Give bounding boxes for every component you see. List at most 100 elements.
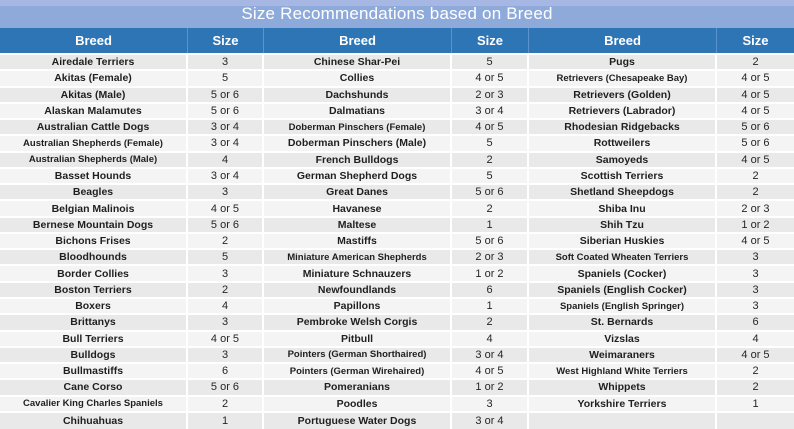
- size-cell: 4 or 5: [717, 347, 794, 365]
- size-cell: 3: [717, 282, 794, 299]
- breed-cell: Dachshunds: [264, 87, 452, 104]
- breed-cell: Rottweilers: [529, 136, 717, 153]
- size-cell: 3 or 4: [452, 103, 529, 121]
- breed-cell: Weimaraners: [529, 347, 717, 365]
- size-cell: 2: [717, 364, 794, 381]
- table-row: Airedale Terriers 3 Chinese Shar-Pei 5 Pugs 2: [0, 55, 794, 72]
- breed-cell: Australian Cattle Dogs: [0, 120, 188, 137]
- breed-cell: Dalmatians: [264, 103, 452, 121]
- table-row: Bloodhounds 5 Miniature American Shepherds…: [0, 250, 794, 267]
- size-cell: 4 or 5: [717, 103, 794, 121]
- size-cell: 4: [188, 298, 264, 316]
- table-row: Beagles 3 Great Danes 5 or 6 Shetland Sheepd…: [0, 185, 794, 202]
- breed-cell: Samoyeds: [529, 152, 717, 169]
- size-cell: 3 or 4: [188, 136, 264, 153]
- table-row: Australian Cattle Dogs 3 or 4 Doberman Pin…: [0, 120, 794, 137]
- breed-cell: Bulldogs: [0, 347, 188, 365]
- breed-cell: Airedale Terriers: [0, 55, 188, 72]
- breed-cell: Australian Shepherds (Female): [0, 136, 188, 153]
- size-cell: 2: [188, 233, 264, 251]
- size-cell: 1: [188, 412, 264, 429]
- size-cell: 2 or 3: [452, 250, 529, 267]
- size-cell: 5: [188, 71, 264, 88]
- breed-cell: Miniature Schnauzers: [264, 266, 452, 283]
- size-cell: 6: [717, 315, 794, 332]
- size-cell: 4 or 5: [717, 71, 794, 88]
- table-row: Australian Shepherds (Female) 3 or 4 Dober…: [0, 136, 794, 153]
- breed-cell: Spaniels (English Springer): [529, 298, 717, 316]
- breed-cell: Papillons: [264, 298, 452, 316]
- breed-cell: West Highland White Terriers: [529, 364, 717, 381]
- size-cell: 6: [188, 364, 264, 381]
- size-cell: 5 or 6: [452, 233, 529, 251]
- breed-cell: Doberman Pinschers (Male): [264, 136, 452, 153]
- table-row: Bullmastiffs 6 Pointers (German Wirehaired…: [0, 364, 794, 381]
- breed-cell: Chinese Shar-Pei: [264, 55, 452, 72]
- size-cell: 2: [452, 152, 529, 169]
- breed-cell: French Bulldogs: [264, 152, 452, 169]
- breed-cell: Portuguese Water Dogs: [264, 412, 452, 429]
- size-cell: 1 or 2: [452, 380, 529, 397]
- breed-cell: Yorkshire Terriers: [529, 396, 717, 413]
- size-cell: 4 or 5: [188, 331, 264, 348]
- column-header-breed-2: Breed: [264, 28, 452, 53]
- table-row: Boxers 4 Papillons 1 Spaniels (English Sprin…: [0, 298, 794, 316]
- breed-cell: Boston Terriers: [0, 282, 188, 299]
- breed-cell: Retrievers (Labrador): [529, 103, 717, 121]
- breed-cell: German Shepherd Dogs: [264, 168, 452, 186]
- size-cell: 4: [717, 331, 794, 348]
- breed-cell: St. Bernards: [529, 315, 717, 332]
- size-cell: 3: [452, 396, 529, 413]
- size-cell: 5 or 6: [188, 87, 264, 104]
- size-cell: 2: [717, 55, 794, 72]
- breed-cell: Siberian Huskies: [529, 233, 717, 251]
- breed-cell: Alaskan Malamutes: [0, 103, 188, 121]
- breed-cell: Newfoundlands: [264, 282, 452, 299]
- breed-cell: Pomeranians: [264, 380, 452, 397]
- breed-cell: Chihuahuas: [0, 412, 188, 429]
- size-cell: 3: [188, 315, 264, 332]
- size-cell: 5: [188, 250, 264, 267]
- breed-cell: Basset Hounds: [0, 168, 188, 186]
- size-cell: 1 or 2: [452, 266, 529, 283]
- table-row: Akitas (Male) 5 or 6 Dachshunds 2 or 3 Retri…: [0, 87, 794, 104]
- table-row: Australian Shepherds (Male) 4 French Bulld…: [0, 152, 794, 169]
- breed-cell: Mastiffs: [264, 233, 452, 251]
- size-cell: 1 or 2: [717, 217, 794, 234]
- table-row: Belgian Malinois 4 or 5 Havanese 2 Shiba Inu…: [0, 201, 794, 218]
- table-row: Chihuahuas 1 Portuguese Water Dogs 3 or 4: [0, 412, 794, 429]
- table-row: Cavalier King Charles Spaniels 2 Poodles 3 Y…: [0, 396, 794, 413]
- size-cell: 3: [717, 266, 794, 283]
- size-cell: 3: [717, 298, 794, 316]
- breed-cell: Whippets: [529, 380, 717, 397]
- breed-cell: Havanese: [264, 201, 452, 218]
- size-cell: 5: [452, 168, 529, 186]
- breed-cell: Miniature American Shepherds: [264, 250, 452, 267]
- breed-cell: [529, 412, 717, 429]
- size-cell: 5 or 6: [188, 380, 264, 397]
- breed-cell: Vizslas: [529, 331, 717, 348]
- breed-cell: Bernese Mountain Dogs: [0, 217, 188, 234]
- breed-cell: Spaniels (Cocker): [529, 266, 717, 283]
- size-cell: 1: [717, 396, 794, 413]
- size-cell: 3 or 4: [452, 412, 529, 429]
- table-row: Cane Corso 5 or 6 Pomeranians 1 or 2 Whippet…: [0, 380, 794, 397]
- breed-cell: Bloodhounds: [0, 250, 188, 267]
- size-cell: 5: [452, 55, 529, 72]
- size-cell: 3: [717, 250, 794, 267]
- size-cell: 2 or 3: [452, 87, 529, 104]
- table-row: Akitas (Female) 5 Collies 4 or 5 Retrievers …: [0, 71, 794, 88]
- column-header-size-1: Size: [188, 28, 264, 53]
- size-cell: 3 or 4: [188, 168, 264, 186]
- breed-cell: Border Collies: [0, 266, 188, 283]
- table-row: Boston Terriers 2 Newfoundlands 6 Spaniels (…: [0, 282, 794, 299]
- breed-cell: Bullmastiffs: [0, 364, 188, 381]
- breed-cell: Akitas (Female): [0, 71, 188, 88]
- size-cell: 2: [188, 282, 264, 299]
- size-cell: 3 or 4: [188, 120, 264, 137]
- size-cell: 4 or 5: [717, 152, 794, 169]
- size-cell: 5 or 6: [452, 185, 529, 202]
- breed-cell: Spaniels (English Cocker): [529, 282, 717, 299]
- breed-cell: Soft Coated Wheaten Terriers: [529, 250, 717, 267]
